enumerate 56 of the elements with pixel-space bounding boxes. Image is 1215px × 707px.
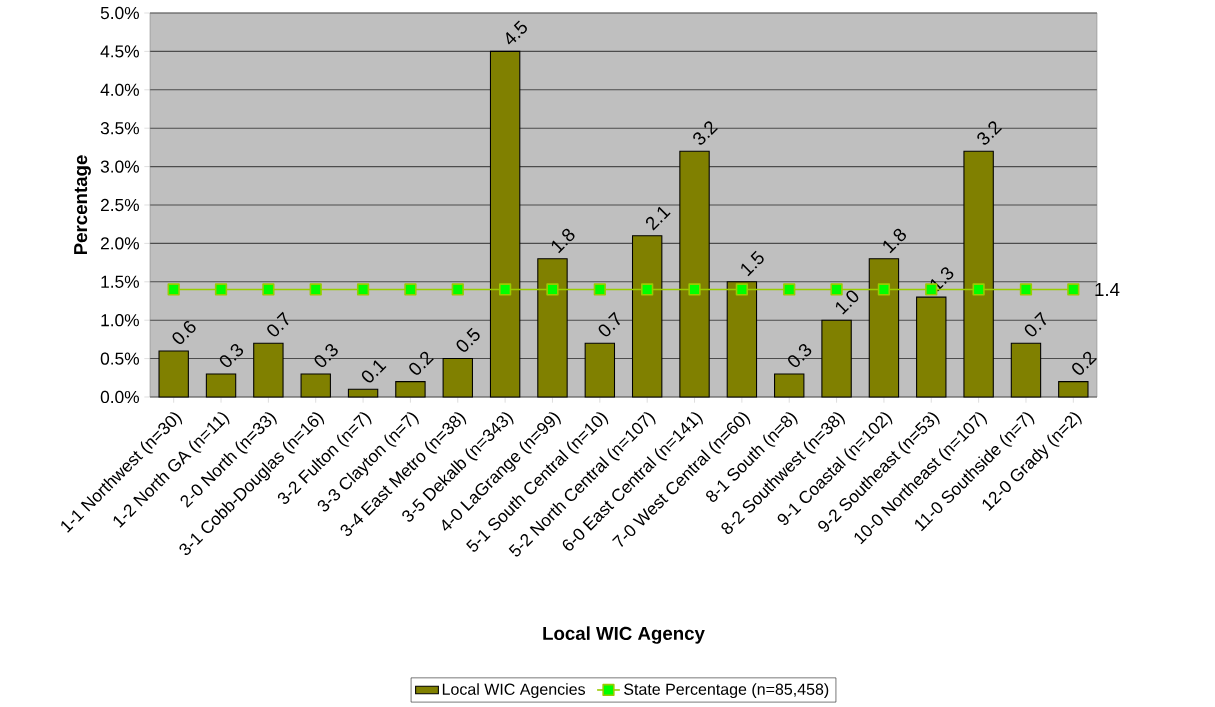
y-tick-label: 1.5%	[101, 275, 139, 288]
bar	[916, 296, 947, 398]
bar	[726, 281, 758, 398]
data-label: 1.5	[741, 250, 764, 277]
y-tick-label: 0.5%	[100, 352, 139, 365]
bar	[821, 319, 852, 398]
data-label: 1.8	[551, 228, 575, 254]
y-tick-label: 0.0%	[100, 390, 139, 404]
bar	[584, 342, 616, 398]
bar	[963, 150, 994, 398]
data-label: 0.2	[409, 351, 434, 375]
data-label: 0.6	[172, 320, 196, 345]
y-tick-label: 2.0%	[100, 237, 139, 250]
legend-label: Local WIC Agencies	[442, 683, 586, 699]
data-label: 0.7	[1024, 311, 1047, 337]
data-label: 0.2	[1072, 351, 1097, 375]
bar	[347, 388, 379, 398]
data-label: 3.2	[977, 121, 1002, 145]
y-tick-label: 3.5%	[100, 122, 139, 135]
data-label: 4.5	[506, 20, 527, 45]
bar	[442, 358, 473, 398]
bar	[205, 373, 237, 398]
y-tick-label: 4.0%	[100, 83, 139, 96]
y-tick-label: 4.5%	[100, 45, 139, 58]
y-tick-label: 2.5%	[100, 198, 139, 212]
data-label: 0.3	[788, 344, 812, 368]
data-label: 1.8	[883, 228, 907, 254]
bar	[395, 381, 426, 398]
bar	[1058, 381, 1089, 398]
y-tick-label: 3.0%	[100, 160, 139, 173]
data-label: 2.1	[645, 206, 671, 231]
bar	[679, 150, 710, 398]
data-label: 3.2	[693, 121, 718, 145]
data-label: 0.1	[361, 360, 387, 383]
bar	[1010, 342, 1042, 398]
bar	[868, 258, 900, 398]
data-label: 1.0	[835, 290, 859, 315]
bar	[489, 50, 521, 398]
data-label: 1.3	[930, 267, 954, 292]
y-tick-label: 5.0%	[100, 6, 139, 20]
data-label: 0.3	[314, 344, 338, 368]
bar	[631, 235, 663, 398]
y-axis-title: Percentage	[74, 155, 91, 255]
data-label: 0.5	[456, 327, 480, 352]
bar	[537, 258, 568, 398]
bar	[774, 373, 805, 398]
y-tick-label: 1.0%	[101, 314, 139, 327]
data-label: 0.7	[267, 311, 289, 337]
data-label: 1.4	[1095, 283, 1120, 296]
x-axis-title: Local WIC Agency	[543, 626, 705, 644]
data-label: 0.7	[598, 311, 621, 337]
bar	[253, 342, 284, 398]
bar	[300, 373, 331, 398]
legend-label: State Percentage (n=85,458)	[624, 683, 829, 699]
data-label: 0.3	[219, 344, 244, 368]
bar	[158, 350, 189, 398]
